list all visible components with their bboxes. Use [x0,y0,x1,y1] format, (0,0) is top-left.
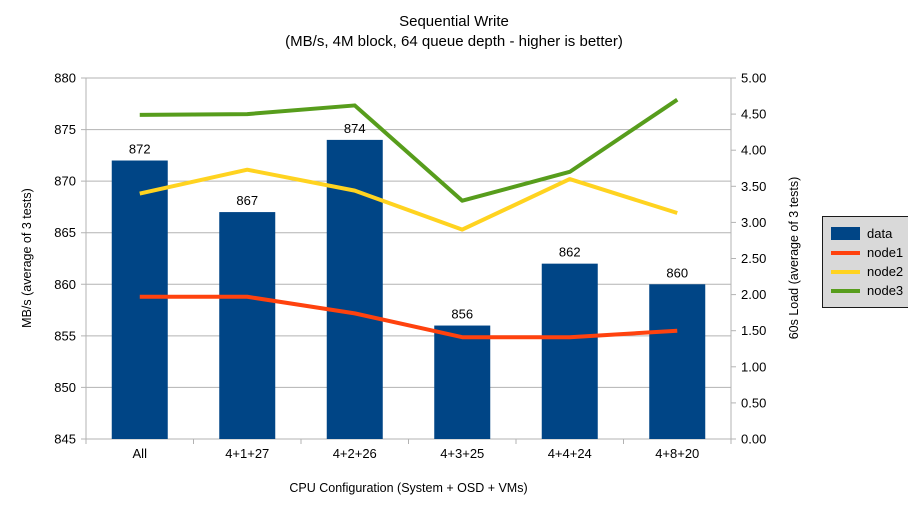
y-right-tick-label: 0.00 [741,432,766,447]
x-category-label: 4+4+24 [548,446,592,461]
y-right-tick-label: 3.00 [741,215,766,230]
line-node1 [139,294,678,340]
y-right-tick-label: 2.00 [741,287,766,302]
y-axis-title-right: 60s Load (average of 3 tests) [787,176,801,340]
bar-value-label: 856 [451,307,473,322]
legend-item-node2: node2 [831,262,903,281]
bar-4+8+20 [649,284,706,439]
y-right-tick-label: 1.00 [741,359,766,374]
line-node2 [139,167,678,232]
x-category-label: 4+3+25 [440,446,484,461]
y-left-tick-label: 860 [54,277,76,292]
legend-label-node2: node2 [867,264,904,279]
x-axis-title: CPU Configuration (System + OSD + VMs) [289,481,528,495]
bar-value-label: 874 [344,121,366,136]
legend-swatch-node1 [831,250,860,255]
bar-4+2+26 [326,139,383,439]
legend-label-data: data [867,226,893,241]
bar-value-label: 860 [666,265,688,280]
legend-item-data: data [831,224,903,243]
chart-subtitle: (MB/s, 4M block, 64 queue depth - higher… [285,33,623,50]
y-right-tick-label: 5.00 [741,71,766,86]
chart-title: Sequential Write [399,13,509,30]
legend-swatch-node3 [831,288,860,293]
x-category-label: All [133,446,148,461]
legend-item-node3: node3 [831,281,903,300]
y-left-tick-label: 855 [54,328,76,343]
y-right-tick-label: 2.50 [741,251,766,266]
y-right-tick-label: 4.00 [741,143,766,158]
legend-item-node1: node1 [831,243,903,262]
y-right-tick-label: 3.50 [741,179,766,194]
y-left-tick-label: 880 [54,71,76,86]
y-left-tick-label: 845 [54,432,76,447]
y-left-tick-label: 865 [54,225,76,240]
legend-swatch-node2 [831,269,860,274]
bar-4+4+24 [541,263,598,439]
bar-value-label: 872 [129,142,151,157]
legend-label-node3: node3 [867,283,904,298]
x-category-label: 4+1+27 [225,446,269,461]
y-right-tick-label: 0.50 [741,395,766,410]
bar-4+3+25 [434,325,491,439]
bar-4+1+27 [219,212,276,439]
legend-swatch-data [831,227,860,240]
y-left-tick-label: 875 [54,122,76,137]
line-node3 [139,97,679,203]
legend-label-node1: node1 [867,245,904,260]
x-category-label: 4+8+20 [655,446,699,461]
y-left-tick-label: 850 [54,380,76,395]
bar-value-label: 862 [559,245,581,260]
bar-value-label: 867 [236,193,258,208]
legend: data node1 node2 node3 [822,216,908,308]
y-right-tick-label: 1.50 [741,323,766,338]
bar-All [111,160,168,439]
y-right-tick-label: 4.50 [741,107,766,122]
y-axis-title-left: MB/s (average of 3 tests) [20,188,34,328]
y-left-tick-label: 870 [54,174,76,189]
title-block: Sequential Write (MB/s, 4M block, 64 que… [0,12,908,52]
x-category-label: 4+2+26 [333,446,377,461]
